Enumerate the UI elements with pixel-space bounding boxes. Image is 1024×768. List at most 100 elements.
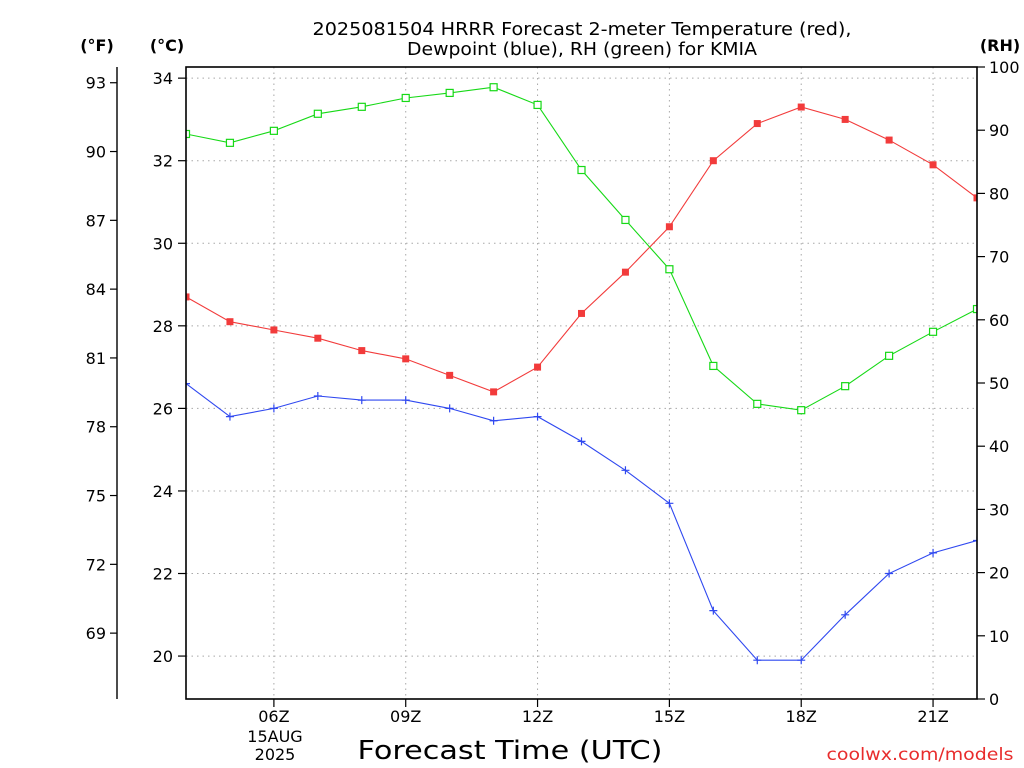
temperature-point [665, 223, 673, 231]
dewpoint-point [753, 656, 762, 665]
chart-title-line-1: 2025081504 HRRR Forecast 2-meter Tempera… [313, 19, 852, 40]
rh-tick-label: 70 [989, 248, 1009, 267]
rh-point [928, 327, 938, 336]
rh-tick-label: 30 [989, 500, 1009, 519]
rh-point [269, 126, 278, 135]
fahrenheit-tick-label: 69 [86, 624, 106, 643]
rh-tick-label: 90 [989, 121, 1009, 140]
rh-point [797, 406, 806, 415]
temperature-point [929, 161, 937, 169]
fahrenheit-tick-label: 84 [86, 280, 106, 299]
dewpoint-point [841, 610, 850, 619]
temperature-point [358, 347, 366, 355]
dewpoint-point [401, 396, 410, 405]
dewpoint-point [577, 437, 586, 446]
fahrenheit-tick-label: 75 [86, 487, 106, 506]
rh-point [621, 215, 630, 225]
rh-line [186, 86, 977, 411]
rh-axis-label: (RH) [980, 36, 1020, 55]
celsius-tick-label: 28 [153, 317, 173, 336]
celsius-tick-label: 24 [153, 482, 173, 501]
fahrenheit-tick-label: 81 [86, 349, 106, 368]
rh-point [186, 129, 191, 139]
dewpoint-point [973, 536, 977, 545]
rh-tick-label: 40 [989, 437, 1009, 456]
rh-point [489, 83, 498, 92]
temperature-point [314, 334, 322, 342]
rh-point [753, 399, 762, 408]
dewpoint-point [225, 412, 234, 421]
dewpoint-point [709, 606, 718, 615]
fahrenheit-tick-label: 93 [86, 74, 106, 93]
rh-point [972, 304, 977, 314]
dewpoint-point [885, 569, 894, 578]
rh-point [577, 165, 586, 175]
rh-point [885, 351, 894, 360]
rh-point [313, 109, 322, 118]
temperature-point [709, 157, 717, 165]
dewpoint-point [665, 499, 674, 508]
celsius-tick-label: 34 [153, 69, 173, 88]
temperature-point [270, 326, 278, 334]
rh-tick-label: 100 [989, 58, 1020, 77]
rh-point [357, 102, 366, 111]
dewpoint-point [621, 466, 630, 475]
dewpoint-point [489, 416, 498, 425]
temperature-point [534, 363, 542, 371]
chart-title-line-2: Dewpoint (blue), RH (green) for KMIA [407, 39, 758, 60]
dewpoint-line [186, 383, 977, 661]
x-tick-label: 15Z [654, 707, 685, 726]
rh-tick-label: 50 [989, 374, 1009, 393]
plot-series [186, 83, 977, 665]
temperature-point [885, 136, 893, 144]
axis-ticks: 9390878481787572693432302826242220100908… [86, 58, 1020, 726]
rh-point [445, 88, 454, 98]
rh-point [533, 100, 542, 110]
celsius-tick-label: 32 [153, 152, 173, 171]
temperature-point [753, 120, 761, 128]
temperature-point [797, 103, 805, 111]
celsius-axis-label: (°C) [150, 36, 184, 55]
celsius-tick-label: 30 [153, 234, 173, 253]
fahrenheit-tick-label: 87 [86, 211, 106, 230]
dewpoint-point [357, 396, 366, 405]
temperature-point [186, 293, 190, 301]
temperature-point [841, 115, 849, 123]
fahrenheit-tick-label: 72 [86, 555, 106, 574]
rh-point [225, 138, 235, 147]
celsius-tick-label: 26 [153, 399, 173, 418]
temperature-point [578, 309, 585, 317]
x-tick-label: 12Z [522, 707, 553, 726]
grid-lines [186, 67, 977, 699]
x-tick-label: 18Z [786, 707, 817, 726]
dewpoint-point [533, 412, 542, 421]
dewpoint-point [797, 656, 806, 665]
rh-tick-label: 0 [989, 690, 999, 709]
date-label-day: 15AUG [247, 727, 302, 746]
temperature-point [402, 355, 410, 363]
rh-point [709, 361, 718, 371]
dewpoint-point [269, 404, 278, 413]
dewpoint-point [313, 392, 322, 401]
credit-text: coolwx.com/models [827, 745, 1014, 765]
rh-point [401, 93, 410, 103]
x-tick-label: 06Z [258, 707, 289, 726]
rh-tick-label: 80 [989, 184, 1009, 203]
rh-tick-label: 10 [989, 627, 1009, 646]
dewpoint-point [929, 548, 938, 557]
x-tick-label: 21Z [917, 707, 948, 726]
dewpoint-point [186, 379, 190, 388]
fahrenheit-tick-label: 90 [86, 143, 106, 162]
fahrenheit-axis-label: (°F) [80, 36, 114, 55]
temperature-point [621, 268, 629, 276]
temperature-line [186, 106, 977, 393]
temperature-point [490, 388, 498, 396]
x-tick-label: 09Z [390, 707, 421, 726]
temperature-point [446, 371, 454, 379]
rh-tick-label: 20 [989, 564, 1009, 583]
celsius-tick-label: 22 [153, 565, 173, 584]
x-axis-label: Forecast Time (UTC) [358, 736, 663, 766]
rh-point [841, 382, 850, 391]
celsius-tick-label: 20 [153, 647, 173, 666]
